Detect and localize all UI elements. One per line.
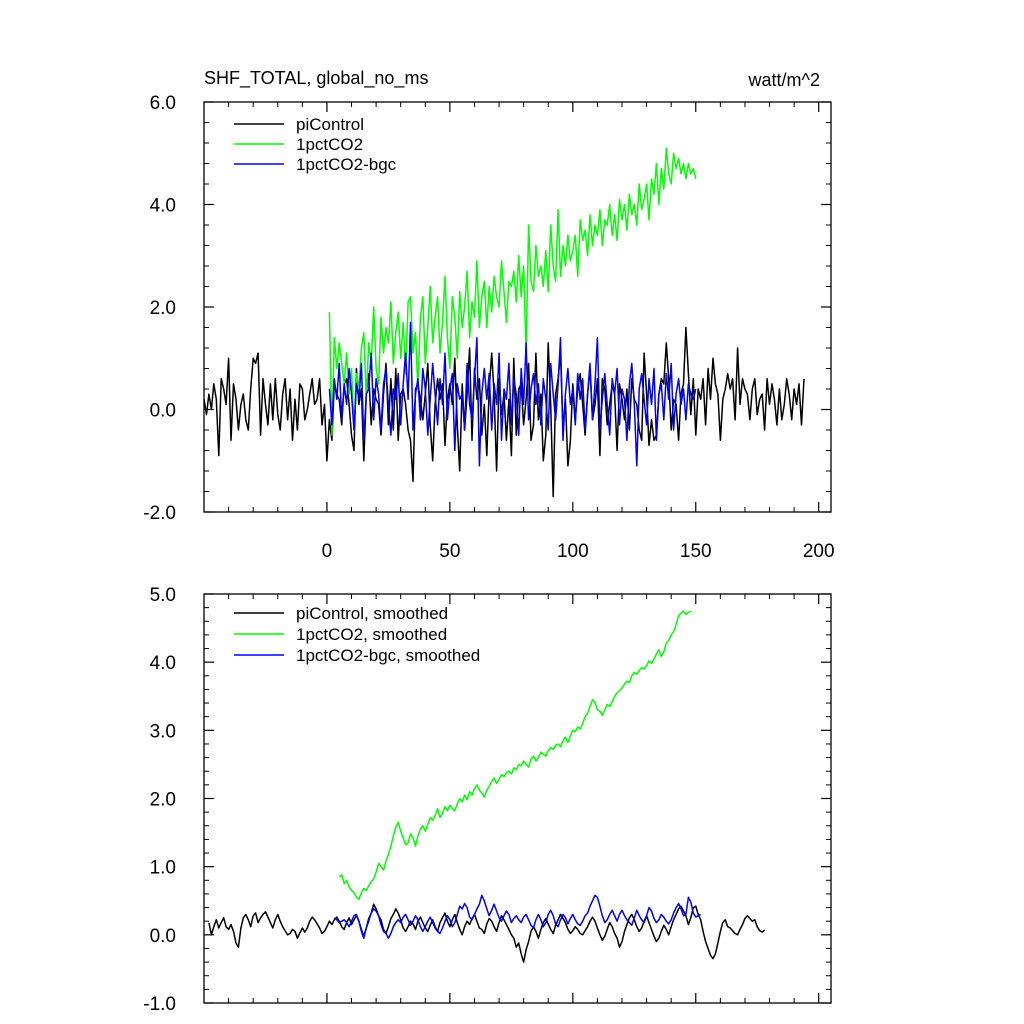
series-line-1pctco2-bgc (328, 321, 697, 467)
legend-label-1pctco2-bgc: 1pctCO2-bgc (296, 155, 397, 174)
bottom-plot-area: -1.0 0.0 1.0 2.0 3.0 4.0 5.0 (143, 585, 832, 1015)
legend-label-picontrol: piControl (296, 115, 364, 134)
y-tick-label: 3.0 (150, 721, 176, 742)
y-tick-label: -1.0 (143, 994, 176, 1015)
y-tick-label: 0.0 (150, 401, 176, 422)
y-tick-label: 6.0 (150, 93, 176, 114)
top-legend: piControl 1pctCO2 1pctCO2-bgc (234, 115, 397, 174)
x-tick-label: 150 (680, 541, 712, 562)
series-line-1pctco2-smoothed (338, 610, 692, 901)
legend-label-1pctco2-bgc-smoothed: 1pctCO2-bgc, smoothed (296, 646, 480, 665)
y-tick-label: 1.0 (150, 858, 176, 879)
x-tick-label: 0 (322, 541, 333, 562)
series-line-1pctco2-bgc-smoothed (333, 894, 702, 939)
units-label: watt/m^2 (748, 70, 820, 90)
legend-label-1pctco2: 1pctCO2 (296, 135, 363, 154)
bottom-panel: -1.0 0.0 1.0 2.0 3.0 4.0 5.0 piControl, smooth… (143, 585, 832, 1015)
y-tick-label: 4.0 (150, 653, 176, 674)
y-tick-label: 2.0 (150, 298, 176, 319)
y-tick-label: 5.0 (150, 585, 176, 606)
chart-title: SHF_TOTAL, global_no_ms (204, 68, 428, 89)
series-line-picontrol (203, 326, 805, 498)
y-tick-label: 2.0 (150, 790, 176, 811)
x-tick-label: 200 (803, 541, 835, 562)
y-tick-label: 0.0 (150, 926, 176, 947)
series-line-picontrol-smoothed (208, 903, 766, 963)
series-line-1pctco2 (328, 147, 697, 436)
y-tick-label: -2.0 (143, 503, 176, 524)
top-panel: SHF_TOTAL, global_no_ms watt/m^2 -2.0 0.0… (143, 68, 834, 562)
legend-label-picontrol-smoothed: piControl, smoothed (296, 604, 448, 623)
x-tick-label: 100 (557, 541, 589, 562)
top-plot-area: -2.0 0.0 2.0 4.0 6.0 0 50 100 150 200 (143, 93, 834, 562)
legend-label-1pctco2-smoothed: 1pctCO2, smoothed (296, 625, 447, 644)
bottom-legend: piControl, smoothed 1pctCO2, smoothed 1p… (234, 604, 480, 665)
y-tick-label: 4.0 (150, 196, 176, 217)
x-tick-label: 50 (439, 541, 460, 562)
